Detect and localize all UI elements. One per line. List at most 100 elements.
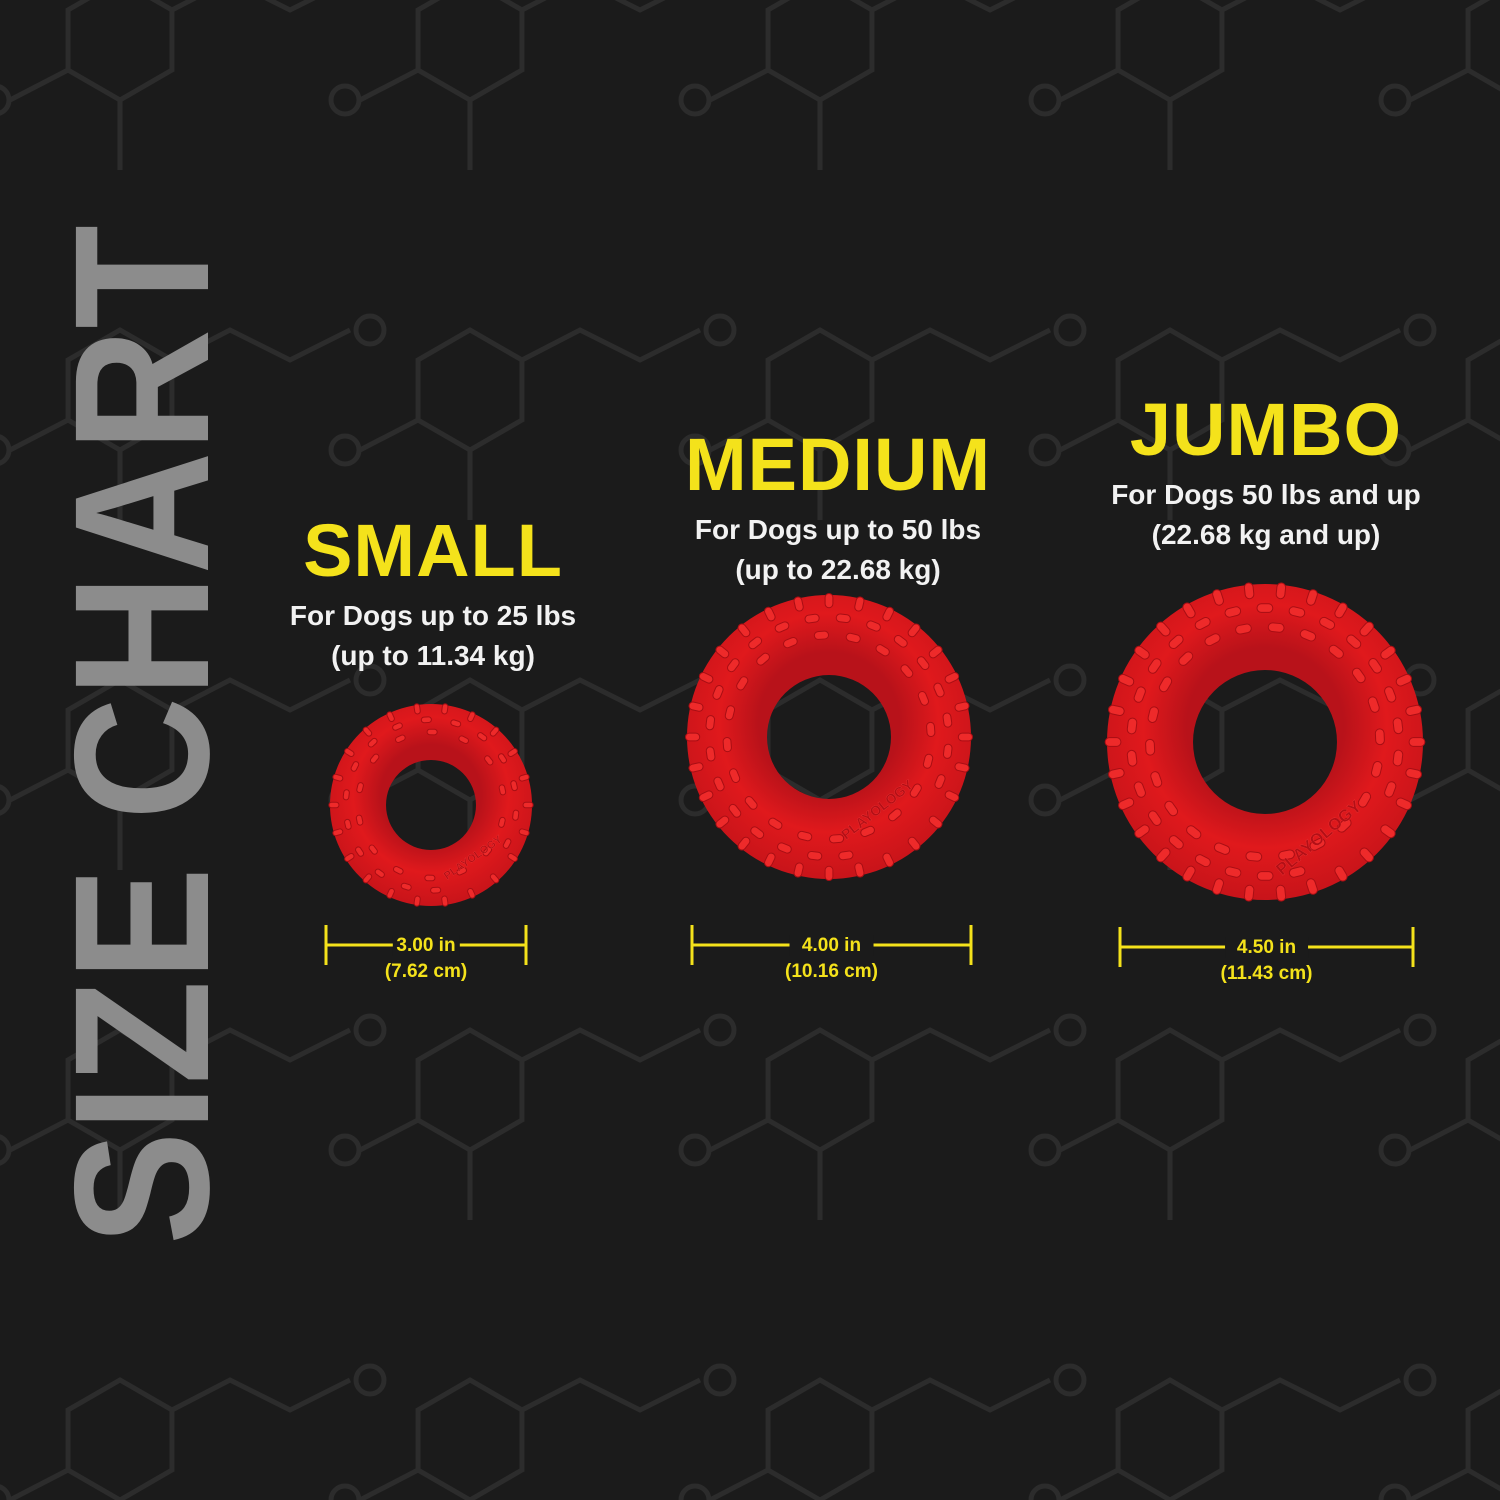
tread-nub [1334, 602, 1348, 619]
tread-nub [838, 850, 854, 861]
tread-nub [793, 596, 804, 612]
tread-nub [413, 895, 421, 907]
tread-nub [1256, 871, 1274, 881]
tread-nub [728, 768, 741, 783]
tread-nub [1134, 824, 1150, 839]
tread-nub [1392, 749, 1404, 767]
tread-nub [369, 753, 380, 764]
tread-nub [355, 814, 364, 826]
molecule-shape [1028, 1013, 1437, 1220]
tread-nub [1108, 704, 1125, 716]
tread-nub [854, 862, 865, 878]
size-small-label: SMALL For Dogs up to 25 lbs (up to 11.34… [290, 514, 576, 676]
molecule-shape [1378, 338, 1500, 467]
size-weight-kg: (up to 11.34 kg) [331, 640, 535, 671]
tread-nub [1168, 634, 1184, 650]
tread-nub [1147, 810, 1162, 826]
tread-nub [744, 796, 758, 810]
tread-nub [750, 826, 765, 839]
tread-nub [489, 873, 500, 884]
tread-nub [1156, 621, 1171, 637]
size-name: SMALL [303, 509, 563, 592]
tread-nub [1126, 749, 1138, 767]
molecule-shape [328, 313, 737, 520]
tread-nub [1405, 704, 1422, 716]
tread-nub [888, 808, 902, 822]
molecule-shape [1028, 0, 1366, 170]
tread-nub [724, 705, 736, 721]
tread-nub [1134, 645, 1150, 660]
tread-nub [1182, 602, 1196, 619]
dimension-inches: 4.00 in [789, 935, 874, 956]
tread-nub [728, 803, 742, 818]
tread-nub [1299, 629, 1317, 642]
ring-toy-jumbo [1104, 582, 1426, 902]
tread-nub [1256, 603, 1274, 613]
size-weight: For Dogs 50 lbs and up [1111, 479, 1421, 510]
tread-nub [1158, 676, 1173, 693]
tread-nub [332, 773, 344, 782]
tread-nub [456, 867, 467, 876]
tread-nub [807, 850, 823, 861]
tread-nub [1156, 847, 1171, 863]
dimension-inches: 4.50 in [1224, 937, 1309, 958]
tread-nub [1118, 673, 1135, 687]
tread-nub [926, 721, 936, 738]
molecule-shape [678, 0, 1016, 170]
tread-nub [774, 621, 790, 633]
tread-nub [497, 753, 507, 764]
tread-nub [727, 658, 740, 673]
tread-nub [413, 703, 421, 715]
tread-nub [1243, 582, 1255, 600]
tread-nub [386, 711, 395, 723]
tread-nub [498, 784, 507, 796]
dimension-text: 4.50 in (11.43 cm) [1221, 935, 1312, 987]
dimension-cm: (10.16 cm) [785, 961, 878, 982]
tread-nub [420, 716, 432, 724]
tread-nub [715, 645, 730, 659]
molecule-shape [328, 1363, 737, 1500]
tread-nub [1104, 737, 1122, 747]
tread-nub [893, 635, 908, 648]
tread-nub [1306, 878, 1318, 895]
ring-toy-medium [684, 592, 973, 882]
tread-nub [502, 838, 512, 849]
tread-nub [764, 852, 776, 868]
tread-nub [713, 776, 725, 792]
molecule-shape [1378, 0, 1500, 117]
tread-nub [362, 726, 373, 737]
tread-nub [1235, 623, 1252, 635]
tread-nub [355, 846, 365, 857]
tread-nub [1245, 851, 1263, 862]
tread-nub [954, 762, 970, 773]
tread-nub [367, 737, 378, 748]
tread-nub [512, 809, 520, 821]
tread-nub [828, 834, 845, 844]
tread-nub [1371, 761, 1383, 778]
tread-nub [1288, 866, 1306, 878]
tread-nub [944, 672, 960, 684]
tread-nub [737, 623, 751, 638]
tread-nub [1224, 606, 1242, 618]
tread-nub [392, 722, 403, 731]
tread-nub [845, 632, 861, 644]
tread-nub [1309, 837, 1326, 851]
dimension-text: 4.00 in (10.16 cm) [785, 933, 878, 985]
size-jumbo-label: JUMBO For Dogs 50 lbs and up (22.68 kg a… [1111, 393, 1421, 555]
molecule-shape [678, 1013, 1087, 1220]
tread-nub [882, 852, 894, 868]
tread-nub [824, 865, 834, 882]
tread-nub [705, 715, 716, 731]
tread-nub [737, 836, 751, 851]
tread-nub [1213, 842, 1231, 855]
tread-nub [1126, 717, 1138, 735]
tread-nub [1275, 884, 1287, 902]
tread-nub [1328, 644, 1344, 659]
embossed-brand-small: PLAYOLOGY [442, 833, 505, 882]
tread-nub [783, 636, 798, 649]
tread-nub [813, 630, 830, 640]
molecule-shape [1378, 1388, 1500, 1500]
tread-nub [430, 886, 442, 894]
tread-nub [1267, 622, 1285, 633]
tread-nub [875, 644, 890, 657]
